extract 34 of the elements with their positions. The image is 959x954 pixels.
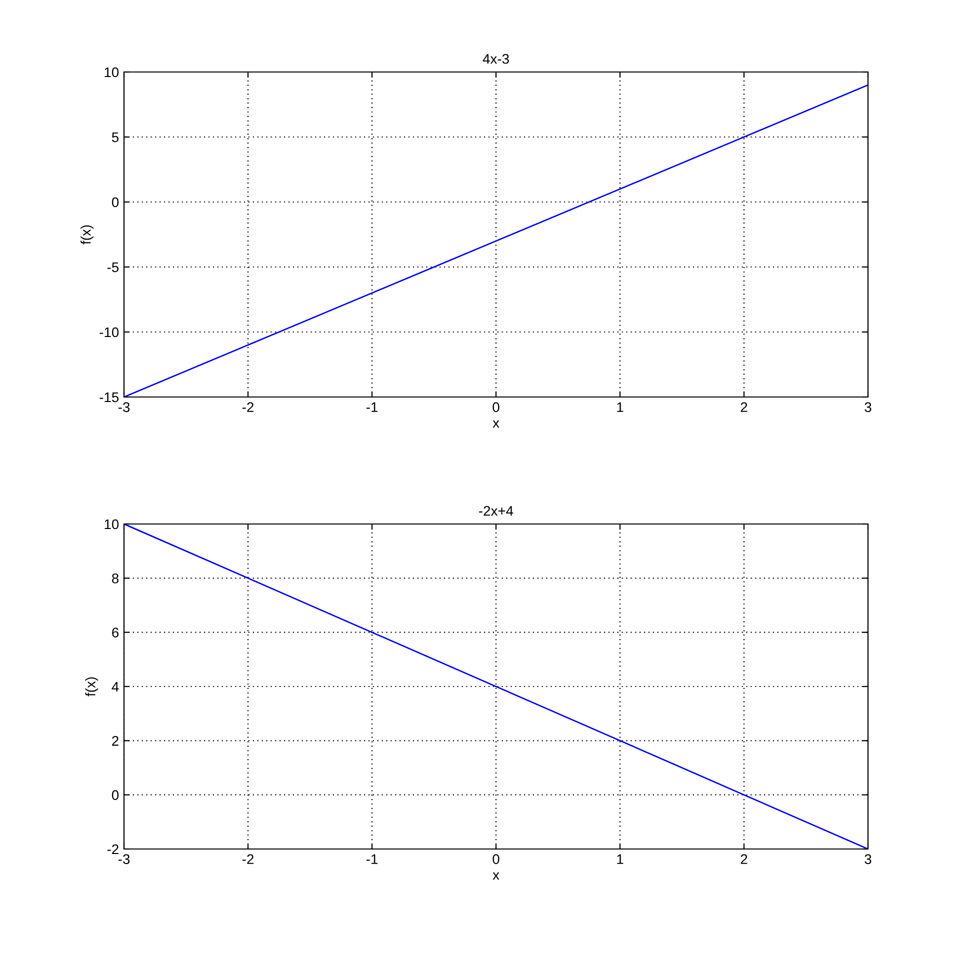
x-axis-title: x <box>492 420 500 428</box>
x-tick-label: 3 <box>864 402 872 412</box>
x-tick-label: -2 <box>242 402 254 412</box>
y-tick-label: 6 <box>112 628 119 638</box>
y-tick-label: -5 <box>107 262 119 272</box>
line-series <box>124 524 868 849</box>
y-tick-label: 2 <box>112 736 118 746</box>
y-tick-label: 8 <box>112 574 119 584</box>
y-tick-label: 0 <box>112 197 119 208</box>
y-tick-label: 10 <box>104 519 119 530</box>
y-tick-label: 4 <box>112 682 119 692</box>
x-tick-label: 0 <box>492 854 500 864</box>
x-tick-label: -3 <box>118 402 130 412</box>
y-tick-label: -15 <box>100 392 119 402</box>
y-tick-label: 5 <box>112 132 119 142</box>
x-tick-label: 2 <box>740 402 748 412</box>
y-tick-label: 10 <box>104 67 119 78</box>
x-axis-title: x <box>492 872 500 880</box>
x-tick-label: 1 <box>617 854 624 864</box>
x-tick-label: 1 <box>617 402 624 412</box>
chart-title: -2x+4 <box>479 506 514 516</box>
y-tick-label: 0 <box>112 790 119 800</box>
x-tick-label: -1 <box>366 854 378 864</box>
chart-title: 4x-3 <box>482 54 509 64</box>
x-tick-label: 3 <box>864 854 872 864</box>
x-tick-label: -2 <box>242 854 254 864</box>
x-tick-label: -3 <box>118 854 130 864</box>
x-tick-label: 0 <box>492 402 500 412</box>
x-tick-label: -1 <box>366 402 378 412</box>
y-axis-title: f(x) <box>85 677 98 696</box>
y-tick-label: -10 <box>100 327 119 338</box>
y-axis-title: f(x) <box>80 225 94 244</box>
y-tick-label: -2 <box>107 844 118 854</box>
x-tick-label: 2 <box>740 854 748 864</box>
